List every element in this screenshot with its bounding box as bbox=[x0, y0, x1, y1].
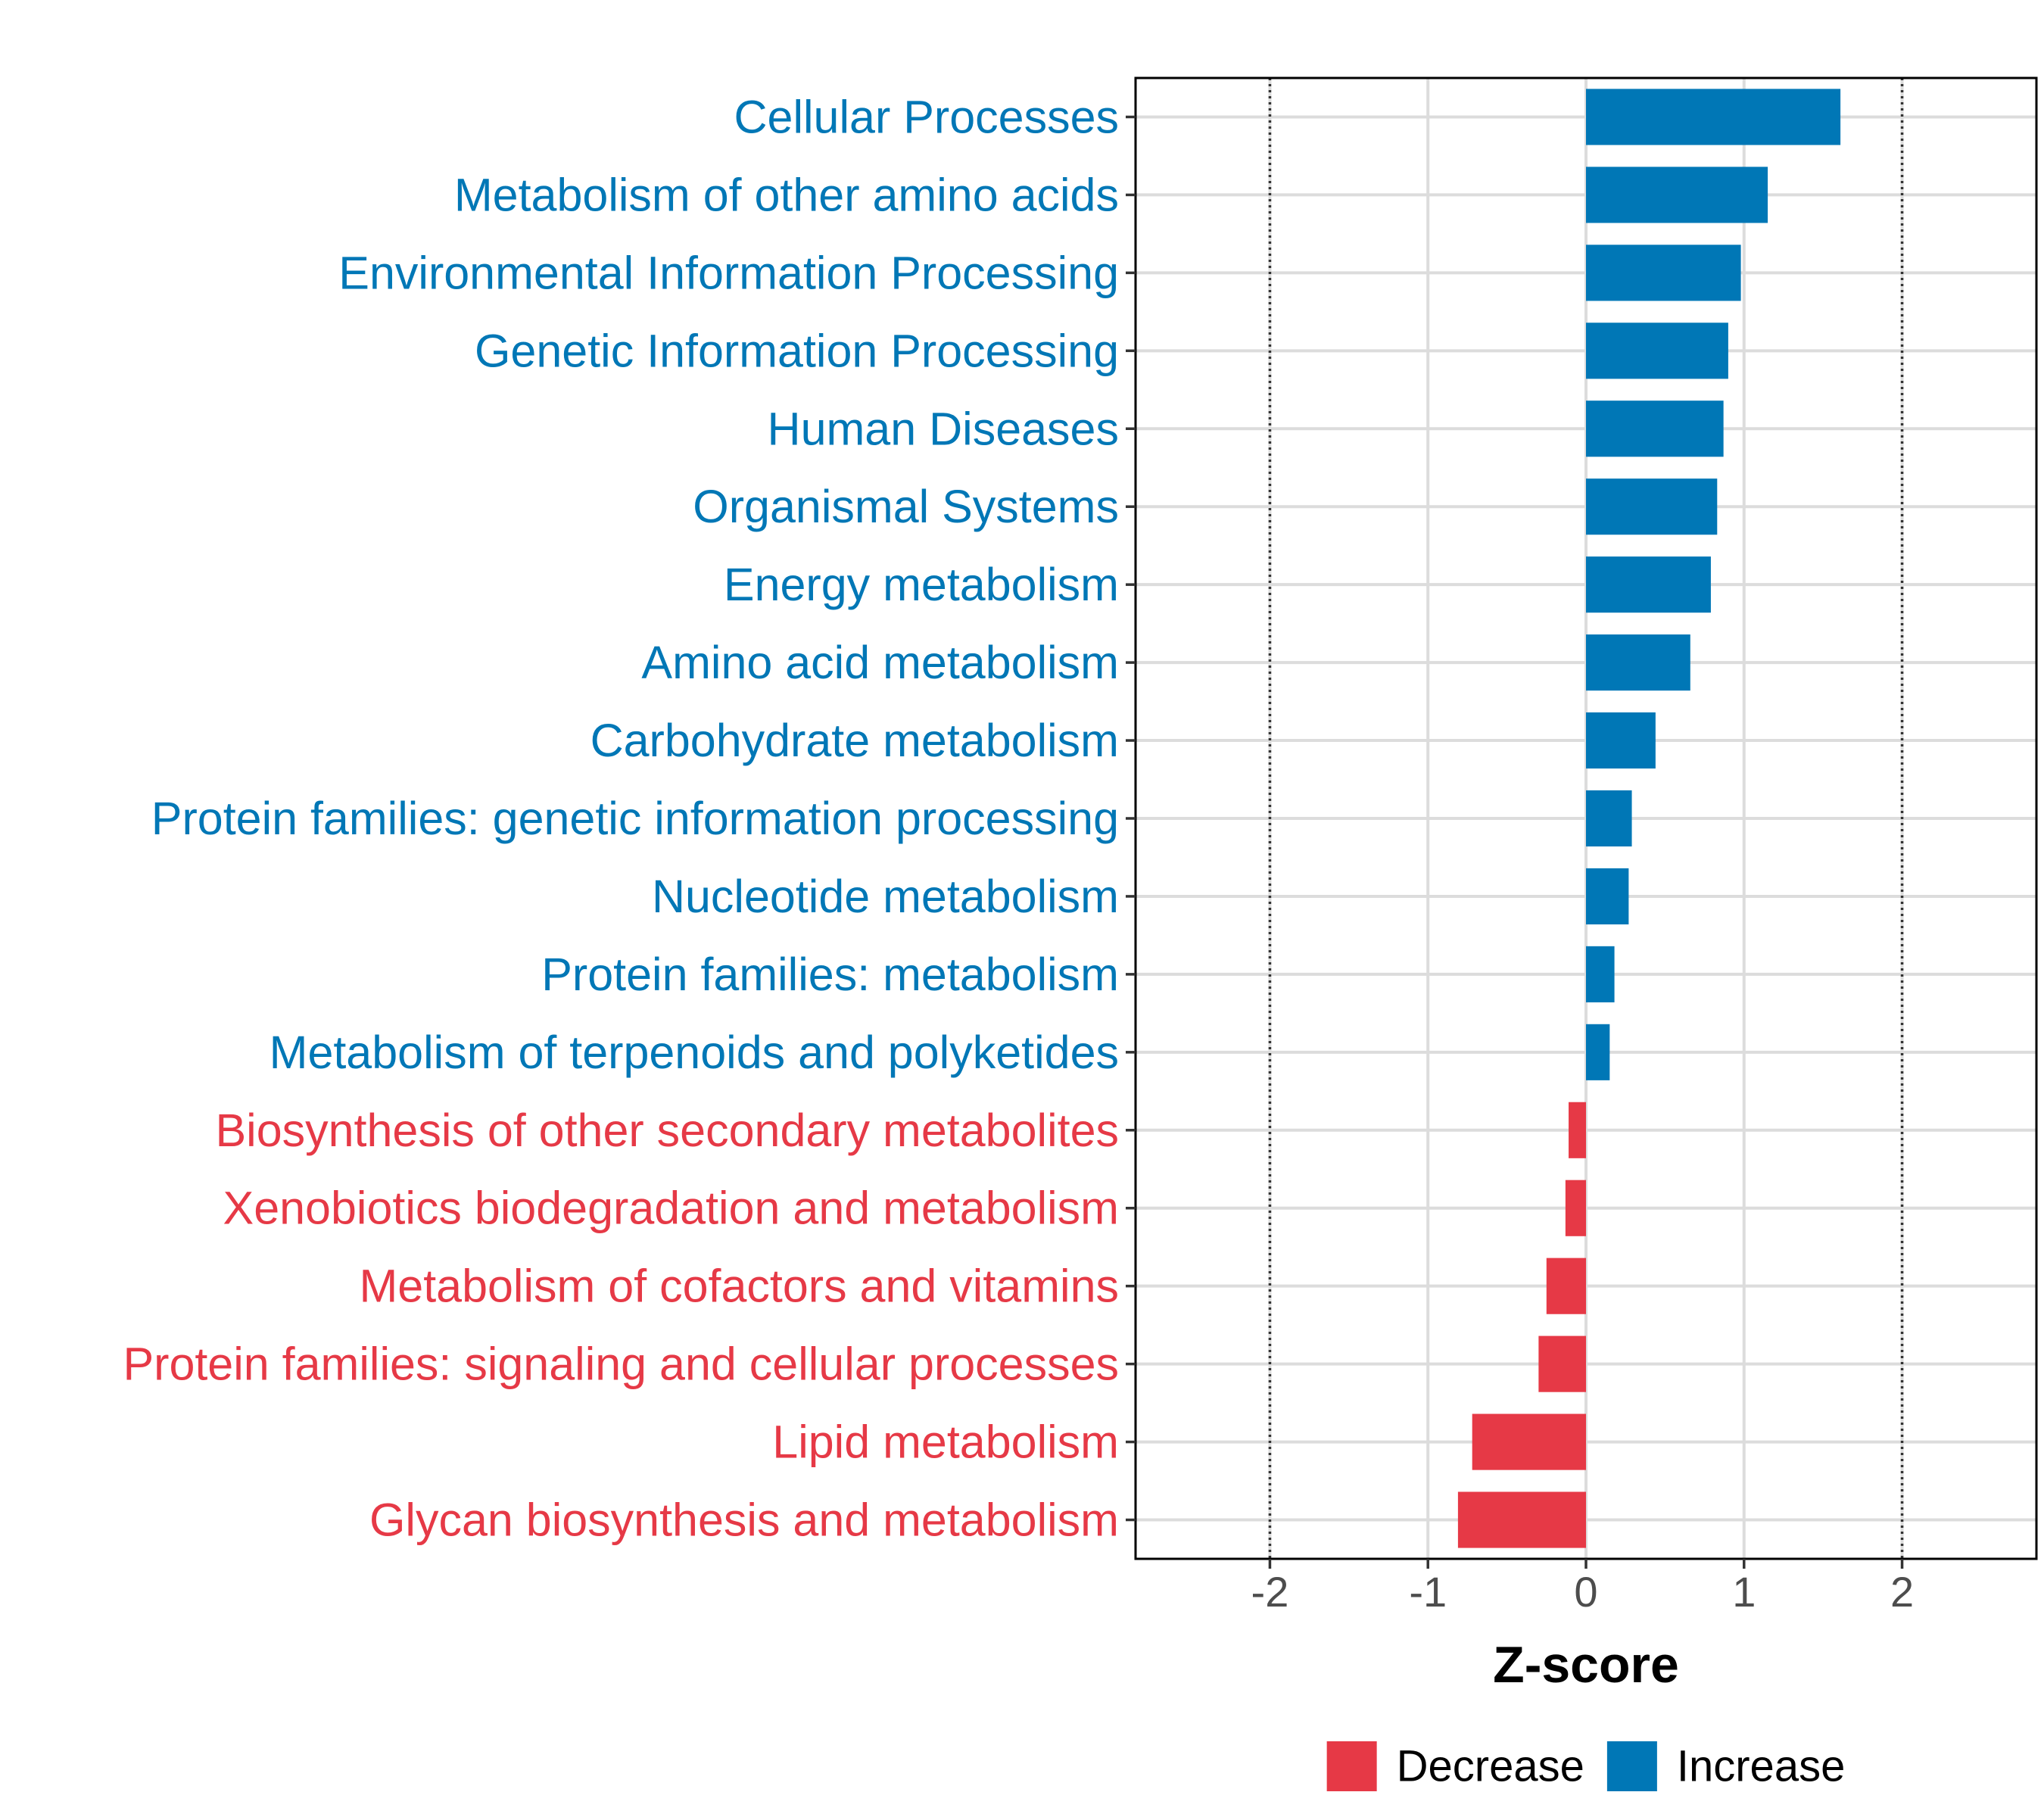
category-label: Biosynthesis of other secondary metaboli… bbox=[215, 1105, 1119, 1156]
bar-increase bbox=[1586, 712, 1656, 769]
x-axis-title: Z-score bbox=[1493, 1636, 1679, 1694]
category-label: Metabolism of terpenoids and polyketides bbox=[270, 1027, 1119, 1078]
bar-increase bbox=[1586, 634, 1690, 691]
x-tick-label: -2 bbox=[1251, 1568, 1289, 1616]
bar-decrease bbox=[1569, 1102, 1586, 1158]
bar-increase bbox=[1586, 323, 1728, 379]
bar-increase bbox=[1586, 400, 1724, 457]
bar-increase bbox=[1586, 167, 1768, 223]
bar-increase bbox=[1586, 89, 1841, 145]
category-label: Lipid metabolism bbox=[772, 1417, 1119, 1468]
category-label: Organismal Systems bbox=[693, 481, 1119, 532]
reference-lines bbox=[1268, 78, 1904, 1559]
x-tick-label: 2 bbox=[1890, 1568, 1914, 1616]
category-label: Xenobiotics biodegradation and metabolis… bbox=[223, 1183, 1119, 1234]
bar-increase bbox=[1586, 790, 1632, 847]
bar-increase bbox=[1586, 868, 1629, 925]
y-axis-labels: Cellular Processes Metabolism of other am… bbox=[123, 91, 1119, 1545]
bar-decrease bbox=[1457, 1491, 1586, 1548]
bar-decrease bbox=[1546, 1258, 1586, 1314]
category-label: Cellular Processes bbox=[734, 91, 1119, 142]
category-label: Protein families: signaling and cellular… bbox=[123, 1339, 1119, 1390]
category-label: Amino acid metabolism bbox=[641, 637, 1119, 688]
bar-increase bbox=[1586, 478, 1718, 535]
legend: Decrease Increase bbox=[1326, 1741, 1845, 1791]
bar-increase bbox=[1586, 946, 1615, 1002]
x-tick-label: 0 bbox=[1574, 1568, 1597, 1616]
category-label: Energy metabolism bbox=[724, 559, 1119, 610]
category-label: Environmental Information Processing bbox=[338, 247, 1119, 298]
category-label: Carbohydrate metabolism bbox=[590, 715, 1119, 766]
category-label: Human Diseases bbox=[768, 403, 1119, 454]
category-label: Nucleotide metabolism bbox=[652, 871, 1119, 922]
y-axis-ticks bbox=[1126, 115, 1136, 1522]
category-label: Genetic Information Processing bbox=[475, 325, 1119, 376]
category-label: Glycan biosynthesis and metabolism bbox=[369, 1494, 1119, 1546]
category-label: Protein families: genetic information pr… bbox=[151, 793, 1119, 844]
bar-decrease bbox=[1538, 1335, 1586, 1392]
bar-decrease bbox=[1565, 1180, 1586, 1236]
category-label: Metabolism of cofactors and vitamins bbox=[359, 1261, 1119, 1312]
legend-label-increase: Increase bbox=[1677, 1742, 1845, 1791]
x-tick-label: 1 bbox=[1732, 1568, 1756, 1616]
x-axis: -2 -1 0 1 2 bbox=[1251, 1559, 1914, 1616]
bar-decrease bbox=[1472, 1413, 1586, 1470]
x-tick-label: -1 bbox=[1409, 1568, 1447, 1616]
bar-increase bbox=[1586, 245, 1741, 301]
legend-swatch-increase bbox=[1606, 1741, 1657, 1791]
legend-label-decrease: Decrease bbox=[1397, 1742, 1584, 1791]
bars bbox=[1457, 89, 1841, 1548]
legend-swatch-decrease bbox=[1326, 1741, 1377, 1791]
category-label: Metabolism of other amino acids bbox=[454, 169, 1119, 220]
bar-increase bbox=[1586, 1024, 1610, 1080]
category-label: Protein families: metabolism bbox=[541, 949, 1119, 1000]
bar-increase bbox=[1586, 556, 1711, 613]
